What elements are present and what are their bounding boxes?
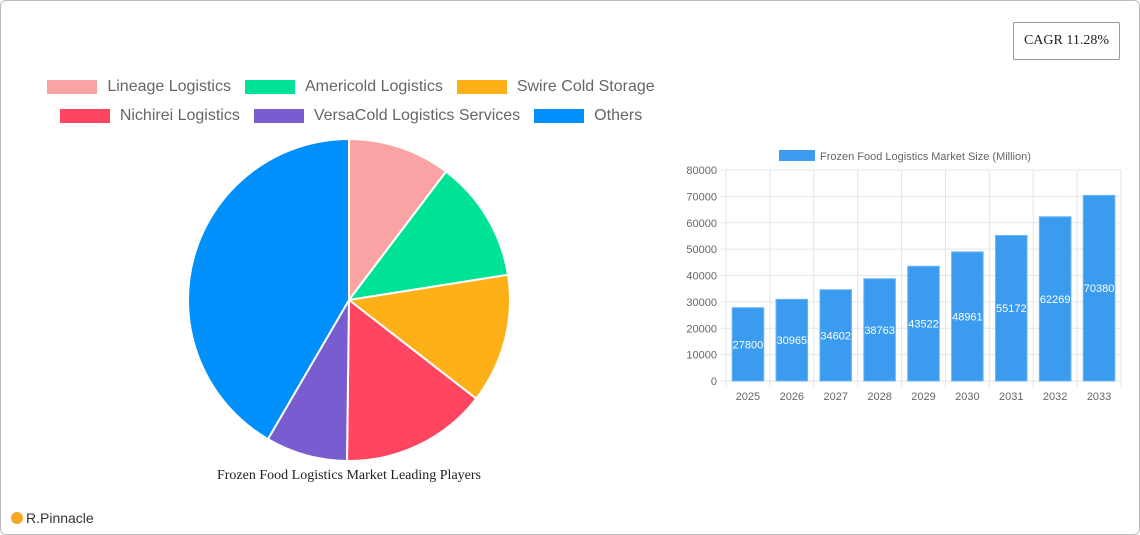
bar-legend-swatch	[779, 150, 815, 161]
bar[interactable]	[1038, 216, 1072, 382]
pie-slice[interactable]	[346, 170, 510, 302]
pie-slice[interactable]	[187, 137, 350, 441]
y-tick-label: 0	[711, 376, 717, 388]
legend-swatch	[456, 80, 507, 94]
bar[interactable]	[994, 234, 1028, 382]
x-tick-label: 2032	[1043, 391, 1067, 403]
y-tick-label: 10000	[686, 350, 717, 362]
legend-swatch	[253, 109, 304, 123]
x-tick-label: 2025	[736, 391, 760, 403]
bar[interactable]	[775, 298, 809, 382]
y-tick-label: 60000	[686, 218, 717, 230]
bar[interactable]	[863, 278, 896, 382]
x-tick-label: 2028	[867, 391, 891, 403]
x-tick-label: 2027	[823, 391, 847, 403]
legend-swatch	[534, 109, 585, 123]
y-tick-label: 80000	[686, 165, 717, 177]
bar[interactable]	[907, 265, 940, 382]
pie-slice[interactable]	[348, 137, 448, 303]
bar-value-label: 34602	[820, 330, 851, 342]
legend-swatch	[47, 80, 98, 94]
legend-label: Swire Cold Storage	[516, 78, 655, 95]
pie-legend-row-2: Nichirei Logistics VersaCold Logistics Se…	[1, 107, 701, 125]
cagr-badge: CAGR 11.28%	[1013, 22, 1120, 60]
logo-text: R.Pinnacle	[26, 510, 94, 526]
bar[interactable]	[1082, 194, 1116, 382]
bar-legend-label[interactable]: Frozen Food Logistics Market Size (Milli…	[820, 151, 1031, 163]
legend-item[interactable]: Lineage Logistics	[47, 78, 231, 96]
bar-value-label: 27800	[733, 339, 764, 351]
logo: R.Pinnacle	[11, 510, 94, 526]
bar-value-label: 43522	[908, 319, 939, 331]
bar[interactable]	[951, 251, 984, 382]
y-tick-label: 50000	[686, 244, 717, 256]
y-tick-label: 30000	[686, 297, 717, 309]
pie-slice[interactable]	[345, 297, 478, 462]
bar-value-label: 38763	[864, 325, 895, 337]
legend-item[interactable]: Americold Logistics	[244, 78, 443, 96]
legend-swatch	[244, 80, 295, 94]
pie-chart	[187, 137, 511, 462]
legend-item[interactable]: Others	[534, 107, 642, 125]
bar-value-label: 62269	[1040, 294, 1071, 306]
bar-value-label: 30965	[777, 335, 808, 347]
legend-label: Nichirei Logistics	[119, 107, 240, 124]
legend-swatch	[59, 109, 110, 123]
legend-label: Americold Logistics	[304, 78, 443, 95]
bar-value-label: 48961	[952, 311, 983, 323]
pie-title: Frozen Food Logistics Market Leading Pla…	[216, 468, 481, 483]
pie-legend-row-1: Lineage Logistics Americold Logistics Swir…	[1, 78, 701, 96]
legend-item[interactable]: Swire Cold Storage	[456, 78, 655, 96]
bar-value-label: 70380	[1084, 283, 1115, 295]
x-tick-label: 2031	[999, 391, 1023, 403]
logo-icon	[11, 512, 23, 524]
x-tick-label: 2029	[911, 391, 935, 403]
y-tick-label: 70000	[686, 191, 717, 203]
x-tick-label: 2033	[1087, 391, 1111, 403]
legend-item[interactable]: VersaCold Logistics Services	[253, 107, 521, 125]
legend-item[interactable]: Nichirei Logistics	[59, 107, 240, 125]
bar-chart: 0 10000 20000 30000 40000 50000 60000 70000 8000…	[686, 150, 1122, 403]
legend-label: Lineage Logistics	[107, 78, 231, 95]
x-tick-label: 2026	[780, 391, 804, 403]
bar-value-label: 55172	[996, 303, 1027, 315]
bar[interactable]	[819, 289, 853, 382]
pie-slice[interactable]	[346, 273, 511, 401]
y-tick-label: 40000	[686, 271, 717, 283]
legend-label: VersaCold Logistics Services	[313, 107, 521, 124]
x-tick-label: 2030	[955, 391, 979, 403]
legend-label: Others	[594, 107, 643, 124]
bar[interactable]	[731, 307, 765, 382]
y-tick-label: 20000	[686, 323, 717, 335]
